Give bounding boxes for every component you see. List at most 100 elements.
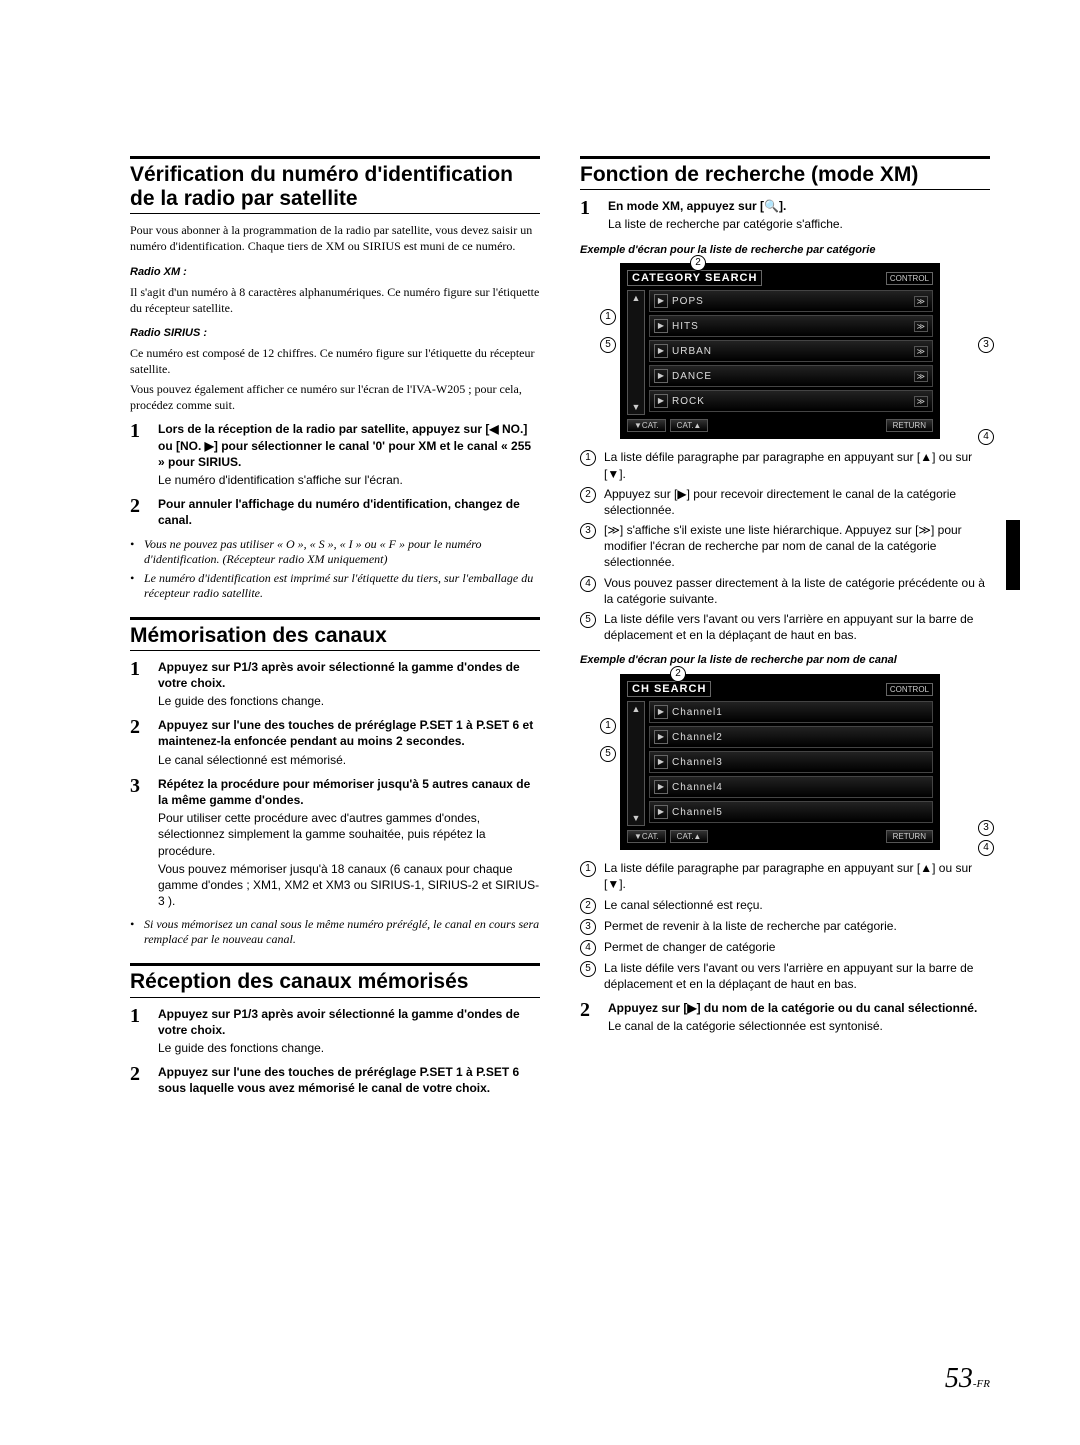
legend-text: La liste défile vers l'avant ou vers l'a… bbox=[604, 960, 990, 992]
list-item[interactable]: ▶ HITS≫ bbox=[649, 315, 933, 337]
screen-title: CATEGORY SEARCH bbox=[627, 270, 762, 286]
step-text: Appuyez sur l'une des touches de prérégl… bbox=[158, 1064, 540, 1096]
display-note: Vous pouvez également afficher ce numéro… bbox=[130, 381, 540, 413]
item-label: Channel5 bbox=[672, 807, 928, 818]
step-number: 1 bbox=[130, 659, 148, 710]
cat-up-button[interactable]: CAT.▲ bbox=[670, 419, 709, 432]
circle-1-icon: 1 bbox=[580, 861, 596, 877]
callout-3: 3 bbox=[978, 820, 994, 836]
more-icon[interactable]: ≫ bbox=[914, 321, 928, 332]
list-item[interactable]: ▶ Channel5 bbox=[649, 801, 933, 823]
side-tab bbox=[1006, 520, 1020, 590]
play-icon[interactable]: ▶ bbox=[654, 369, 668, 383]
note-bullet: •Vous ne pouvez pas utiliser « O », « S … bbox=[130, 537, 540, 567]
play-icon[interactable]: ▶ bbox=[654, 755, 668, 769]
return-button[interactable]: RETURN bbox=[886, 419, 933, 432]
screenshot-category-search: 1 2 3 4 5 CATEGORY SEARCH CONTROL ▲▼ ▶PO… bbox=[580, 263, 990, 439]
play-icon[interactable]: ▶ bbox=[654, 344, 668, 358]
scrollbar[interactable]: ▲▼ bbox=[627, 701, 645, 826]
more-icon[interactable]: ≫ bbox=[914, 396, 928, 407]
step-number: 2 bbox=[130, 717, 148, 768]
callout-4: 4 bbox=[978, 429, 994, 445]
item-label: DANCE bbox=[672, 371, 914, 382]
item-label: Channel1 bbox=[672, 707, 928, 718]
more-icon[interactable]: ≫ bbox=[914, 296, 928, 307]
step-number: 2 bbox=[580, 1000, 598, 1034]
memo-step-3: 3 Répétez la procédure pour mémoriser ju… bbox=[130, 776, 540, 910]
item-label: HITS bbox=[672, 321, 914, 332]
step-sub: Le guide des fonctions change. bbox=[158, 1040, 540, 1056]
more-icon[interactable]: ≫ bbox=[914, 346, 928, 357]
recv-step-1: 1 Appuyez sur P1/3 après avoir sélection… bbox=[130, 1006, 540, 1057]
control-button[interactable]: CONTROL bbox=[886, 683, 933, 696]
list-item[interactable]: ▶ POPS≫ bbox=[649, 290, 933, 312]
list-item[interactable]: ▶ DANCE≫ bbox=[649, 365, 933, 387]
note-bullet: •Le numéro d'identification est imprimé … bbox=[130, 571, 540, 601]
screen-title: CH SEARCH bbox=[627, 681, 711, 697]
play-icon[interactable]: ▶ bbox=[654, 319, 668, 333]
legend-text: Permet de revenir à la liste de recherch… bbox=[604, 918, 990, 934]
callout-1: 1 bbox=[600, 718, 616, 734]
list-item[interactable]: ▶ Channel1 bbox=[649, 701, 933, 723]
cat-up-button[interactable]: CAT.▲ bbox=[670, 830, 709, 843]
play-icon[interactable]: ▶ bbox=[654, 730, 668, 744]
category-legend: 1La liste défile paragraphe par paragrap… bbox=[580, 449, 990, 643]
play-icon[interactable]: ▶ bbox=[654, 705, 668, 719]
verif-step-1: 1 Lors de la réception de la radio par s… bbox=[130, 421, 540, 488]
step-text: Appuyez sur l'une des touches de prérégl… bbox=[158, 717, 540, 749]
callout-3: 3 bbox=[978, 337, 994, 353]
step-text: Lors de la réception de la radio par sat… bbox=[158, 421, 540, 470]
play-icon[interactable]: ▶ bbox=[654, 780, 668, 794]
verif-step-2: 2 Pour annuler l'affichage du numéro d'i… bbox=[130, 496, 540, 528]
note-text: Vous ne pouvez pas utiliser « O », « S »… bbox=[144, 537, 540, 567]
play-icon[interactable]: ▶ bbox=[654, 805, 668, 819]
step-sub: Le numéro d'identification s'affiche sur… bbox=[158, 472, 540, 488]
left-column: Vérification du numéro d'identification … bbox=[130, 140, 540, 1104]
control-button[interactable]: CONTROL bbox=[886, 272, 933, 285]
list-item[interactable]: ▶Channel3 bbox=[649, 751, 933, 773]
callout-2: 2 bbox=[690, 255, 706, 271]
list-item[interactable]: ▶Channel4 bbox=[649, 776, 933, 798]
circle-1-icon: 1 bbox=[580, 450, 596, 466]
step-sub: La liste de recherche par catégorie s'af… bbox=[608, 216, 990, 232]
step-text: Répétez la procédure pour mémoriser jusq… bbox=[158, 776, 540, 808]
return-button[interactable]: RETURN bbox=[886, 830, 933, 843]
cat-down-button[interactable]: ▼CAT. bbox=[627, 830, 666, 843]
right-column: Fonction de recherche (mode XM) 1 En mod… bbox=[580, 140, 990, 1104]
section-title-verification: Vérification du numéro d'identification … bbox=[130, 156, 540, 214]
step-number: 2 bbox=[130, 1064, 148, 1096]
circle-2-icon: 2 bbox=[580, 487, 596, 503]
section-title-memorisation: Mémorisation des canaux bbox=[130, 617, 540, 651]
play-icon[interactable]: ▶ bbox=[654, 294, 668, 308]
item-label: POPS bbox=[672, 296, 914, 307]
step-text: En mode XM, appuyez sur [🔍]. bbox=[608, 198, 990, 214]
more-icon[interactable]: ≫ bbox=[914, 371, 928, 382]
memo-step-1: 1 Appuyez sur P1/3 après avoir sélection… bbox=[130, 659, 540, 710]
caption-category-list: Exemple d'écran pour la liste de recherc… bbox=[580, 243, 990, 258]
callout-1: 1 bbox=[600, 309, 616, 325]
memo-step-2: 2 Appuyez sur l'une des touches de préré… bbox=[130, 717, 540, 768]
step-text: Appuyez sur P1/3 après avoir sélectionné… bbox=[158, 659, 540, 691]
circle-3-icon: 3 bbox=[580, 523, 596, 539]
scrollbar[interactable]: ▲▼ bbox=[627, 290, 645, 415]
note-text: Le numéro d'identification est imprimé s… bbox=[144, 571, 540, 601]
item-label: Channel2 bbox=[672, 732, 928, 743]
screen-channel: CH SEARCH CONTROL ▲▼ ▶ Channel1 ▶ Channel2… bbox=[620, 674, 940, 850]
step-number: 1 bbox=[130, 1006, 148, 1057]
list-item[interactable]: ▶ ROCK≫ bbox=[649, 390, 933, 412]
list-item[interactable]: ▶ Channel2 bbox=[649, 726, 933, 748]
callout-4: 4 bbox=[978, 840, 994, 856]
section-title-reception: Réception des canaux mémorisés bbox=[130, 963, 540, 997]
screen-category: CATEGORY SEARCH CONTROL ▲▼ ▶POPS≫ ▶HITS≫… bbox=[620, 263, 940, 439]
intro-text: Pour vous abonner à la programmation de … bbox=[130, 222, 540, 254]
recv-step-2: 2 Appuyez sur l'une des touches de préré… bbox=[130, 1064, 540, 1096]
step-text: Appuyez sur [▶] du nom de la catégorie o… bbox=[608, 1000, 990, 1016]
circle-4-icon: 4 bbox=[580, 940, 596, 956]
list-item[interactable]: ▶URBAN≫ bbox=[649, 340, 933, 362]
item-label: ROCK bbox=[672, 396, 914, 407]
sirius-body: Ce numéro est composé de 12 chiffres. Ce… bbox=[130, 345, 540, 377]
circle-2-icon: 2 bbox=[580, 898, 596, 914]
xm-head: Radio XM : bbox=[130, 265, 540, 280]
play-icon[interactable]: ▶ bbox=[654, 394, 668, 408]
cat-down-button[interactable]: ▼CAT. bbox=[627, 419, 666, 432]
